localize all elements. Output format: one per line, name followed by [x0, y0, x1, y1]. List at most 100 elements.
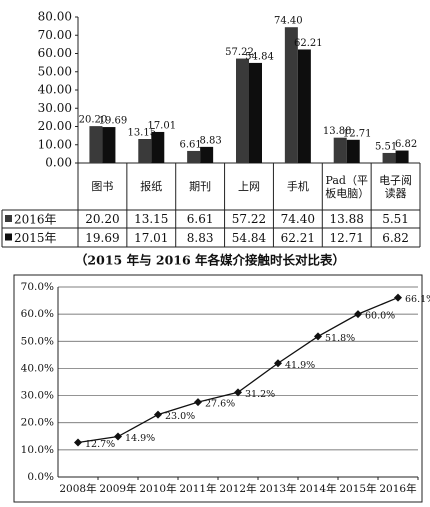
x-tick-label: 2010年: [139, 482, 176, 495]
table-value: 74.40: [280, 212, 316, 226]
table-value: 12.71: [329, 230, 364, 245]
data-label: 6.82: [395, 139, 417, 150]
table-value-box: 20.20: [85, 212, 120, 226]
data-label: 20.20: [79, 115, 108, 126]
table-value-box: 19.69: [85, 230, 120, 245]
table-value: 19.69: [85, 230, 120, 245]
category-label: Pad（平板电脑）: [325, 173, 369, 200]
data-label: 62.21: [294, 38, 323, 49]
y-tick-label: 40.00: [38, 83, 72, 97]
caption: （2015 年与 2016 年各媒介接触时长对比表）: [75, 253, 345, 268]
data-label: 66.1%: [405, 294, 430, 305]
x-tick-label: 2009年: [99, 482, 136, 495]
table-value: 20.20: [85, 212, 120, 226]
data-label: 17.01: [147, 120, 176, 131]
table-value: 57.22: [231, 212, 267, 226]
point: [74, 438, 82, 447]
point: [314, 332, 322, 341]
table-value-box: 13.15: [134, 212, 168, 226]
y-tick-label: 0.00: [45, 156, 72, 170]
bar: [200, 146, 214, 163]
y-tick-label: 60.00: [38, 46, 72, 60]
y-tick-label: 10.0%: [21, 444, 54, 456]
table-value: 8.83: [186, 230, 214, 245]
data-label: 31.2%: [245, 389, 275, 400]
table-value: 62.21: [280, 230, 316, 245]
table-value: 54.84: [231, 230, 267, 245]
point: [154, 410, 162, 419]
table-value: 17.01: [134, 230, 169, 245]
category-label: 手机: [286, 180, 309, 193]
x-tick-label: 2016年: [379, 482, 416, 495]
data-label: 23.0%: [165, 411, 195, 422]
data-label: 13.88: [323, 126, 352, 137]
line-chart-frame: [13, 274, 423, 503]
data-label: 41.9%: [285, 360, 315, 371]
category-label: 图书: [91, 180, 114, 193]
y-tick-label: 50.0%: [21, 335, 54, 347]
legend-swatch: [5, 233, 12, 241]
category-label-box: 报纸: [140, 180, 163, 193]
x-tick-label: 2008年: [59, 482, 96, 495]
bar: [346, 139, 360, 163]
bar: [249, 62, 262, 163]
data-label: 60.0%: [365, 311, 395, 322]
bar: [297, 49, 311, 163]
table-value-box: 54.84: [231, 230, 267, 245]
point: [274, 359, 282, 368]
bar: [187, 150, 201, 163]
line: [77, 296, 399, 444]
bar: [333, 137, 347, 163]
table-value-box: 13.88: [329, 212, 364, 226]
table-value-box: 6.61: [186, 212, 214, 226]
y-tick-label: 0.0%: [27, 471, 54, 483]
y-tick-label: 20.0%: [21, 417, 54, 429]
y-tick-label: 70.00: [38, 28, 72, 42]
category-label-box: 电子阅读器: [379, 174, 412, 200]
legend-swatch: [5, 215, 12, 222]
category-label: 报纸: [140, 180, 163, 193]
table-value-box: 57.22: [231, 212, 267, 226]
data-label: 74.40: [274, 16, 303, 27]
data-label: 19.69: [99, 116, 128, 127]
table-value-box: 5.51: [382, 212, 409, 226]
bar: [382, 152, 396, 163]
point: [114, 432, 122, 441]
y-tick-label: 30.00: [38, 101, 72, 115]
y-tick-label: 80.00: [38, 10, 72, 24]
table-value-box: 6.82: [382, 231, 409, 245]
data-label: 6.61: [180, 139, 202, 150]
y-tick-label: 50.00: [38, 64, 72, 78]
data-label: 12.7%: [85, 439, 115, 450]
data-label: 13.15: [127, 128, 156, 139]
bar: [151, 131, 165, 163]
data-label: 57.22: [225, 47, 254, 58]
data-label: 51.8%: [325, 333, 355, 344]
x-tick-label: 2014年: [299, 482, 336, 495]
category-label: 上网: [237, 180, 260, 193]
bar: [89, 126, 103, 163]
legend-label: 2015年: [14, 231, 57, 245]
point: [234, 388, 242, 397]
y-tick-label: 30.0%: [21, 390, 54, 402]
bar: [102, 127, 116, 163]
data-label: 5.51: [375, 141, 397, 152]
data-label: 8.83: [200, 135, 222, 146]
category-label: 期刊: [189, 180, 212, 193]
table-value-box: 62.21: [280, 230, 316, 245]
table-value-box: 12.71: [329, 230, 364, 245]
x-tick-label: 2012年: [219, 482, 256, 495]
bar: [138, 139, 152, 163]
point: [394, 293, 402, 302]
category-label-box: 期刊: [189, 180, 212, 193]
bar: [236, 58, 249, 163]
category-label-box: 手机: [286, 180, 309, 193]
table-value: 13.88: [329, 212, 364, 226]
bar: [395, 150, 409, 163]
category-label-box: Pad（平板电脑）: [325, 173, 369, 200]
data-label: 27.6%: [205, 399, 235, 410]
table-value: 6.61: [186, 212, 214, 226]
table-value-box: 17.01: [134, 230, 169, 245]
table-value-box: 74.40: [280, 212, 316, 226]
table-value: 5.51: [382, 212, 409, 226]
